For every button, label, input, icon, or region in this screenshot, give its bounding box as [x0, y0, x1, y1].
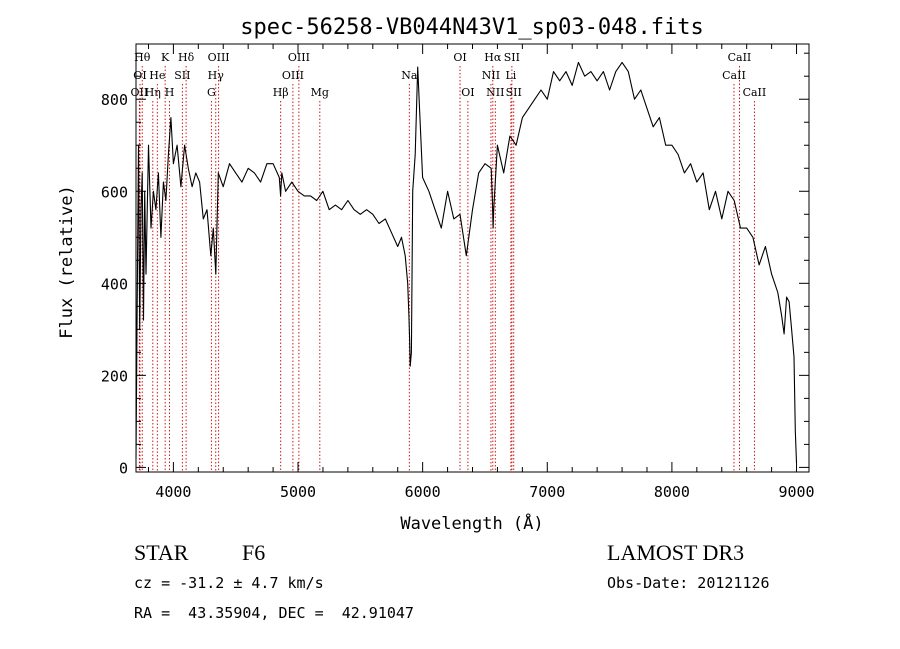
line-marker-label-6: H [165, 86, 175, 99]
line-marker-label-11: OIII [208, 51, 230, 64]
y-axis-label: Flux (relative) [57, 185, 77, 339]
object-class: STAR [134, 540, 189, 565]
x-tick-label-4: 8000 [654, 483, 690, 501]
line-marker-label-13: OIII [282, 69, 304, 82]
sky-coordinates: RA = 43.35904, DEC = 42.91047 [134, 604, 414, 622]
chart-title: spec-56258-VB044N43V1_sp03-048.fits [240, 15, 704, 40]
x-tick-label-2: 6000 [405, 483, 441, 501]
line-marker-label-9: G [207, 86, 216, 99]
line-marker-label-8: Hδ [178, 51, 195, 64]
marker-labels: OII OI Hθ Hη He K H SII Hδ G Hγ OIII Hβ OIII OIII Mg Na O… [131, 51, 767, 99]
y-axis: 0 200 400 600 800 [101, 52, 809, 477]
flux-line [135, 61, 798, 463]
line-marker-label-12: Hβ [273, 86, 289, 99]
line-marker-label-26: CaII [728, 51, 752, 64]
plot-frame [135, 43, 810, 473]
y-tick-label-2: 400 [101, 275, 128, 293]
line-marker-label-14: OIII [288, 51, 310, 64]
line-marker-label-22: Li [505, 69, 516, 82]
line-marker-label-25: CaII [722, 69, 746, 82]
line-marker-label-24: SII [506, 86, 522, 99]
line-marker-label-4: He [149, 69, 165, 82]
line-marker-label-7: SII [174, 69, 190, 82]
x-tick-label-5: 9000 [778, 483, 814, 501]
line-marker-label-3: Hη [145, 86, 161, 99]
line-marker-label-5: K [161, 51, 170, 64]
observation-date: Obs-Date: 20121126 [607, 574, 770, 592]
line-marker-label-1: OI [133, 69, 146, 82]
y-tick-label-4: 800 [101, 91, 128, 109]
line-marker-label-18: OI [461, 86, 474, 99]
survey-name: LAMOST DR3 [607, 540, 745, 565]
object-subclass: F6 [242, 540, 266, 565]
x-axis: 4000 5000 6000 7000 8000 9000 [147, 44, 815, 501]
line-marker-label-17: OI [453, 51, 466, 64]
redshift-velocity: cz = -31.2 ± 4.7 km/s [134, 574, 324, 592]
x-tick-label-3: 7000 [529, 483, 565, 501]
line-marker-label-10: Hγ [208, 69, 225, 82]
y-tick-label-0: 0 [119, 459, 128, 477]
line-marker-label-20: Hα [484, 51, 502, 64]
line-marker-label-27: CaII [743, 86, 767, 99]
x-tick-label-0: 4000 [155, 483, 191, 501]
line-marker-label-16: Na [401, 69, 418, 82]
line-marker-label-23: SII [504, 51, 520, 64]
x-tick-label-1: 5000 [280, 483, 316, 501]
line-marker-label-19: NII [482, 69, 500, 82]
marker-lines [138, 66, 755, 472]
y-tick-label-3: 600 [101, 183, 128, 201]
y-tick-label-1: 200 [101, 367, 128, 385]
x-axis-label: Wavelength (Å) [400, 512, 543, 534]
line-marker-label-2: Hθ [134, 51, 151, 64]
line-marker-label-15: Mg [311, 86, 329, 99]
line-marker-label-21: NII [486, 86, 504, 99]
line-marker-label-0: OII [131, 86, 149, 99]
